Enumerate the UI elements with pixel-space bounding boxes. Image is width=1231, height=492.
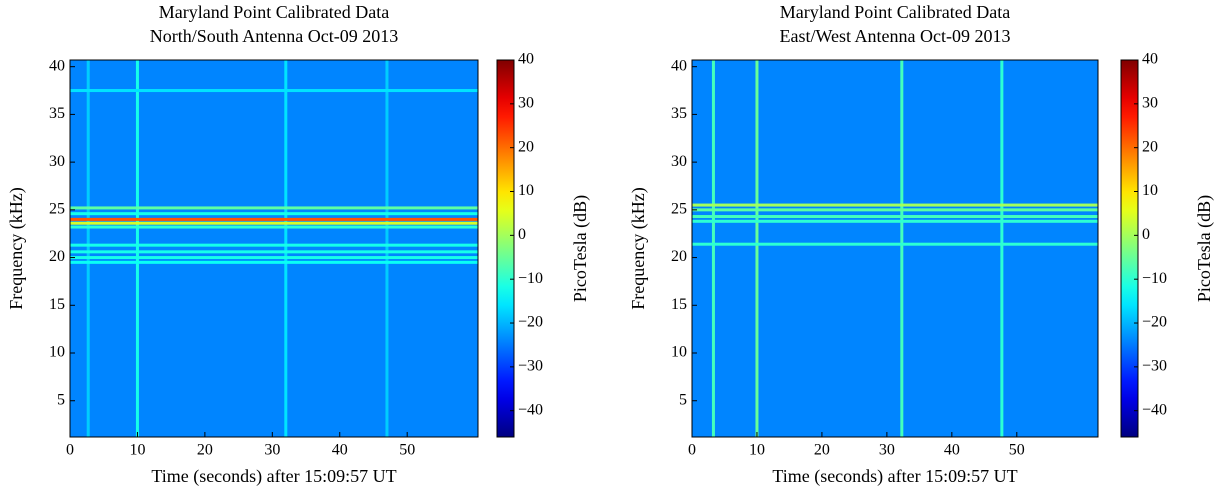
tone-line [70,221,478,225]
colorbar-tick-label: −40 [518,401,543,418]
chart-title: Maryland Point Calibrated Data [780,2,1010,22]
x-tick-label: 20 [814,442,830,459]
colorbar-tick-label: −30 [518,358,543,375]
colorbar-tick-label: −10 [1142,270,1167,287]
x-tick-label: 0 [688,442,696,459]
y-tick-label: 10 [671,344,687,361]
x-tick-label: 30 [264,442,280,459]
x-tick-label: 50 [399,442,415,459]
x-tick-label: 20 [197,442,213,459]
y-tick-label: 35 [671,105,687,122]
colorbar [1120,59,1139,438]
x-tick-label: 40 [944,442,960,459]
y-axis-label: Frequency (kHz) [6,187,27,309]
colorbar-tick-label: 0 [518,226,526,243]
x-axis-label: Time (seconds) after 15:09:57 UT [151,466,396,487]
x-tick-label: 40 [332,442,348,459]
colorbar-tick-label: −20 [1142,314,1167,331]
chart-title: Maryland Point Calibrated Data [159,2,389,22]
y-tick-label: 5 [679,391,687,408]
colorbar-tick-label: 40 [518,51,534,68]
tone-line [692,208,1098,212]
tone-line [692,215,1098,219]
colorbar-tick-label: −20 [518,314,543,331]
y-tick-label: 25 [671,201,687,218]
y-tick-label: 10 [49,344,65,361]
tone-line [70,260,478,264]
y-tick-label: 20 [671,248,687,265]
tone-line [70,89,478,93]
colorbar-tick-label: 10 [1142,182,1158,199]
tone-line [70,250,478,254]
y-tick-label: 20 [49,248,65,265]
burst [900,60,904,437]
y-tick-label: 15 [49,296,65,313]
x-axis-label: Time (seconds) after 15:09:57 UT [772,466,1017,487]
y-tick-label: 30 [49,153,65,170]
tone-line [70,212,478,216]
colorbar-tick-label: 30 [1142,95,1158,112]
y-tick-label: 5 [57,391,65,408]
tone-line [692,242,1098,246]
tone-line [70,206,478,210]
colorbar-label: PicoTesla (dB) [1194,195,1215,302]
colorbar-tick-label: 10 [518,182,534,199]
x-tick-label: 10 [129,442,145,459]
plot-frame [69,59,479,438]
tone-line [70,243,478,247]
y-tick-label: 30 [671,153,687,170]
spectrogram-background [692,60,1098,437]
plot-frame [691,59,1099,438]
colorbar-label: PicoTesla (dB) [570,195,591,302]
y-tick-label: 40 [49,57,65,74]
colorbar-tick-label: −30 [1142,358,1167,375]
x-tick-label: 30 [879,442,895,459]
burst [135,60,139,437]
y-tick-label: 15 [671,296,687,313]
colorbar-tick-label: 20 [518,138,534,155]
tone-line [70,256,478,260]
tone-line [70,217,478,221]
chart-title: East/West Antenna Oct-09 2013 [779,26,1010,46]
colorbar-tick-label: 0 [1142,226,1150,243]
y-tick-label: 40 [671,57,687,74]
chart-title: North/South Antenna Oct-09 2013 [150,26,398,46]
colorbar-tick-label: 30 [518,95,534,112]
tone-line [692,219,1098,223]
colorbar [496,59,515,438]
colorbar-tick-label: −10 [518,270,543,287]
burst [284,60,288,437]
x-tick-label: 10 [749,442,765,459]
tone-line [70,225,478,229]
colorbar-tick-label: 40 [1142,51,1158,68]
x-tick-label: 50 [1009,442,1025,459]
spectrogram-background [70,60,478,437]
burst [1000,60,1004,437]
burst [385,60,389,437]
burst [711,60,715,437]
colorbar-tick-label: −40 [1142,401,1167,418]
tone-line [692,203,1098,207]
x-tick-label: 0 [66,442,74,459]
y-tick-label: 35 [49,105,65,122]
y-axis-label: Frequency (kHz) [628,187,649,309]
burst [755,60,759,437]
colorbar-tick-label: 20 [1142,138,1158,155]
burst [86,60,90,437]
y-tick-label: 25 [49,201,65,218]
